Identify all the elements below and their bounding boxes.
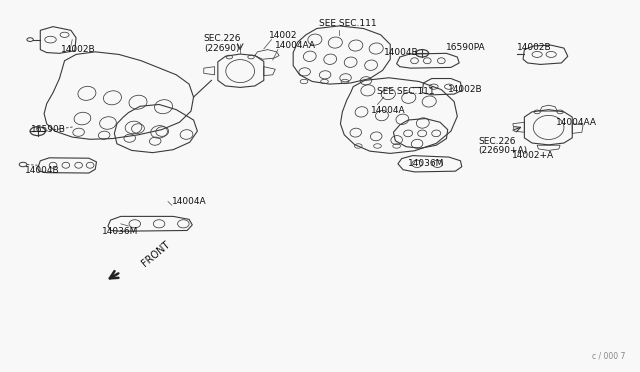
Text: (22690+A): (22690+A)	[478, 146, 527, 155]
Text: SEE SEC.111: SEE SEC.111	[378, 87, 435, 96]
Text: 14004AA: 14004AA	[556, 118, 597, 128]
Text: 14036M: 14036M	[102, 227, 138, 236]
Text: 14004B: 14004B	[25, 166, 60, 175]
Text: FRONT: FRONT	[140, 239, 172, 268]
Text: 16590B: 16590B	[31, 125, 66, 134]
Text: 16590PA: 16590PA	[447, 43, 486, 52]
Text: 14004B: 14004B	[384, 48, 419, 57]
Text: c / 000 7: c / 000 7	[592, 352, 625, 361]
Text: SEC.226: SEC.226	[204, 34, 241, 43]
Text: (22690): (22690)	[204, 44, 239, 52]
Text: 14002B: 14002B	[61, 45, 96, 54]
Text: 14002B: 14002B	[448, 85, 483, 94]
Text: 14002: 14002	[269, 31, 298, 39]
Text: 14004AA: 14004AA	[275, 41, 316, 49]
Text: 14002B: 14002B	[516, 43, 551, 52]
Text: 14004A: 14004A	[371, 106, 406, 115]
Text: SEE SEC.111: SEE SEC.111	[319, 19, 376, 29]
Text: 14004A: 14004A	[172, 198, 207, 206]
Text: 14036M: 14036M	[408, 159, 445, 168]
Text: 14002+A: 14002+A	[511, 151, 554, 160]
Text: SEC.226: SEC.226	[478, 137, 516, 146]
